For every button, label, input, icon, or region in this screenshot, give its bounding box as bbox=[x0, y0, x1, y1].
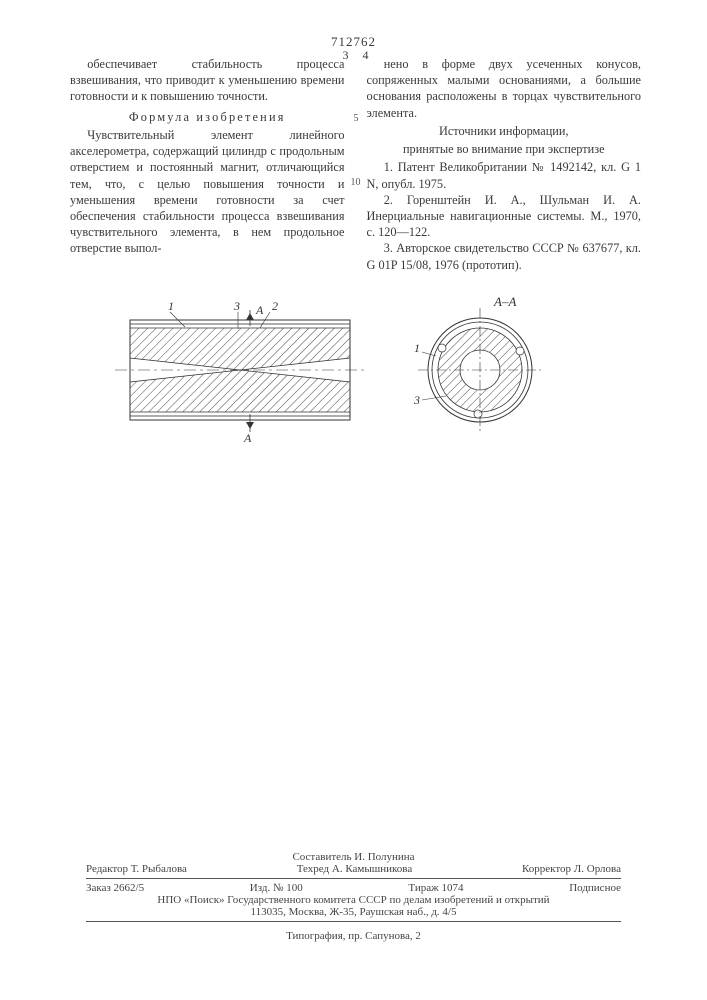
left-column: 3 5 10 обеспечивает стабильность процесс… bbox=[70, 56, 345, 273]
sources-heading-2: принятые во внимание при экспертизе bbox=[367, 141, 642, 157]
figure-area: 1 3 2 А А А–А 1 3 bbox=[0, 280, 707, 460]
footer-compiler: Составитель И. Полунина bbox=[86, 851, 621, 863]
footer-addr: 113035, Москва, Ж-35, Раушская наб., д. … bbox=[86, 906, 621, 918]
section-A-bot: А bbox=[243, 431, 252, 445]
footer-block: Составитель И. Полунина Редактор Т. Рыба… bbox=[86, 851, 621, 942]
cross-section bbox=[418, 308, 542, 432]
footer-order: Заказ 2662/5 bbox=[86, 882, 144, 894]
col-num-left: 3 bbox=[343, 48, 349, 64]
callout-2-long: 2 bbox=[272, 299, 278, 313]
footer-podpis: Подписное bbox=[569, 882, 621, 894]
line-number-5: 5 bbox=[354, 112, 359, 125]
source-3: 3. Авторское свидетельство СССР № 637677… bbox=[367, 240, 642, 272]
callout-3-cross: 3 bbox=[413, 393, 420, 407]
line-number-10: 10 bbox=[351, 176, 361, 189]
section-A-top: А bbox=[255, 303, 264, 317]
source-1: 1. Патент Великобритании № 1492142, кл. … bbox=[367, 159, 642, 191]
callout-3-long: 3 bbox=[233, 299, 240, 313]
footer-izd: Изд. № 100 bbox=[250, 882, 303, 894]
formula-heading: Формула изобретения bbox=[70, 109, 345, 125]
text-columns: 3 5 10 обеспечивает стабильность процесс… bbox=[0, 50, 707, 273]
col-num-right: 4 bbox=[363, 48, 369, 64]
footer-tirazh: Тираж 1074 bbox=[408, 882, 463, 894]
patent-number: 712762 bbox=[0, 0, 707, 50]
section-label: А–А bbox=[493, 294, 516, 309]
footer-corrector: Корректор Л. Орлова bbox=[522, 863, 621, 875]
technical-drawing: 1 3 2 А А А–А 1 3 bbox=[0, 280, 707, 460]
right-column: 4 нено в форме двух усеченных конусов, с… bbox=[367, 56, 642, 273]
left-para-1: обеспечивает стабильность процесса взвеш… bbox=[70, 56, 345, 105]
longitudinal-section bbox=[115, 310, 365, 432]
footer-typo: Типография, пр. Сапунова, 2 bbox=[86, 930, 621, 942]
right-para-1: нено в форме двух усеченных конусов, соп… bbox=[367, 56, 642, 121]
sources-heading-1: Источники информации, bbox=[367, 123, 642, 139]
footer-org: НПО «Поиск» Государственного комитета СС… bbox=[86, 894, 621, 906]
callout-1-cross: 1 bbox=[414, 341, 420, 355]
footer-tech: Техред А. Камышникова bbox=[297, 863, 412, 875]
callout-1-long: 1 bbox=[168, 299, 174, 313]
footer-editor: Редактор Т. Рыбалова bbox=[86, 863, 187, 875]
left-para-2: Чувствительный элемент линейного акселер… bbox=[70, 127, 345, 257]
source-2: 2. Горенштейн И. А., Шульман И. А. Инерц… bbox=[367, 192, 642, 241]
